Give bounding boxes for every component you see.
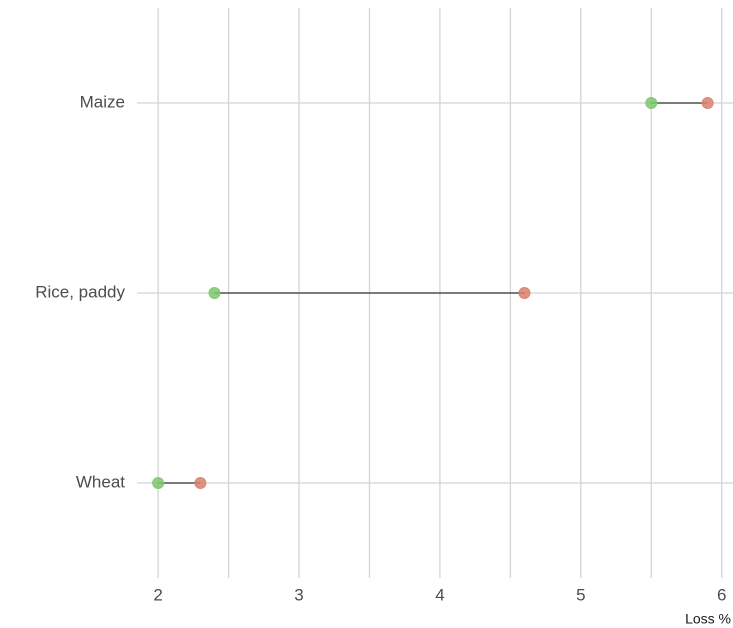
point bbox=[152, 477, 165, 489]
x-tick-label: 2 bbox=[153, 585, 162, 604]
point bbox=[208, 287, 221, 299]
y-tick-label: Wheat bbox=[76, 472, 125, 491]
x-tick-label: 6 bbox=[717, 585, 726, 604]
point bbox=[518, 287, 531, 299]
x-tick-label: 3 bbox=[294, 585, 303, 604]
x-tick-label: 5 bbox=[576, 585, 585, 604]
point bbox=[701, 97, 714, 109]
x-axis-label: Loss % bbox=[685, 611, 731, 627]
y-tick-label: Maize bbox=[80, 92, 125, 111]
point bbox=[194, 477, 207, 489]
x-tick-label: 4 bbox=[435, 585, 444, 604]
y-tick-label: Rice, paddy bbox=[35, 282, 125, 301]
point bbox=[645, 97, 658, 109]
